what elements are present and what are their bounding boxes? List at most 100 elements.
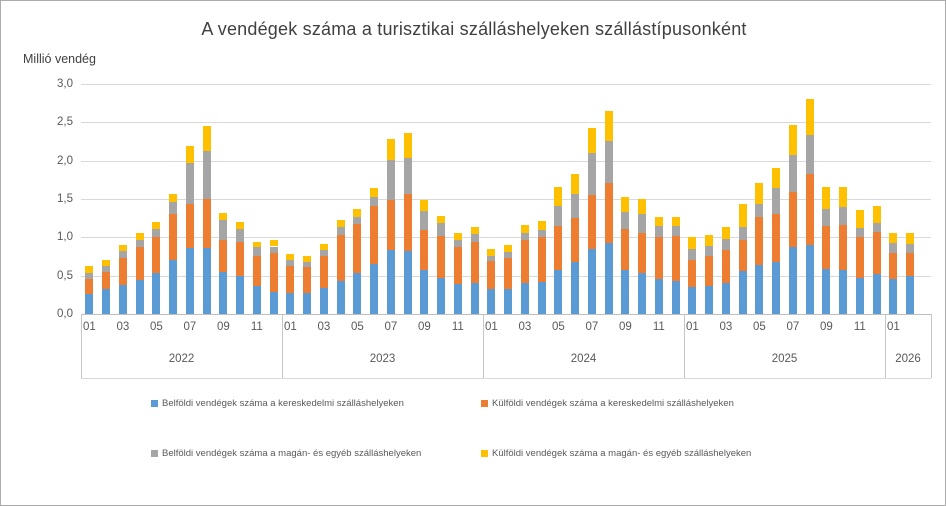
bar-segment-blue (386, 250, 395, 314)
bar-segment-yellow (638, 198, 647, 214)
x-axis-group-separator (81, 314, 82, 378)
bar-segment-orange (135, 247, 144, 281)
bar-segment-blue (587, 248, 596, 314)
bar-segment-gray (788, 155, 797, 193)
bar-segment-gray (403, 157, 412, 194)
x-axis-month-label: 11 (250, 321, 263, 333)
bar-segment-gray (772, 188, 781, 214)
bar-segment-blue (252, 285, 261, 314)
y-axis-tick-label: 0,5 (57, 269, 73, 282)
bar-segment-gray (370, 196, 379, 206)
x-axis-month-label: 03 (116, 321, 130, 333)
bar-segment-yellow (336, 219, 345, 228)
bar-segment-blue (303, 292, 312, 314)
x-axis-year-label: 2023 (369, 353, 396, 365)
bar-segment-orange (202, 198, 211, 249)
bar-segment-gray (386, 159, 395, 201)
y-axis-unit-label: Millió vendég (23, 52, 96, 66)
x-axis-group-separator (885, 314, 886, 378)
bar-segment-blue (135, 280, 144, 314)
x-axis-year-label: 2026 (895, 353, 921, 365)
bar-segment-gray (185, 162, 194, 205)
bar-segment-gray (202, 150, 211, 199)
legend-item-foreign-commercial: Külföldi vendégek száma a kereskedelmi s… (481, 398, 734, 409)
x-axis-line (81, 314, 931, 315)
bar-segment-gray (621, 211, 630, 229)
bar-segment-yellow (755, 182, 764, 205)
bar-segment-gray (504, 251, 513, 258)
x-axis-month-label: 07 (585, 321, 599, 333)
gridline (81, 83, 931, 85)
bar-segment-orange (403, 193, 412, 252)
y-axis-tick-label: 3,0 (57, 77, 73, 90)
bar-segment-orange (118, 258, 127, 285)
chart-title: A vendégek száma a turisztikai szálláshe… (201, 19, 747, 39)
legend-label: Külföldi vendégek száma a magán- és egyé… (492, 448, 752, 459)
bar-segment-orange (504, 258, 513, 289)
bar-segment-gray (453, 239, 462, 248)
bar-segment-blue (453, 284, 462, 314)
x-axis-month-label: 05 (149, 321, 163, 333)
bar-segment-blue (705, 286, 714, 314)
bar-segment-blue (353, 272, 362, 314)
bar-segment-yellow (403, 132, 412, 158)
x-axis-month-label: 03 (518, 321, 532, 333)
bar-segment-yellow (554, 187, 563, 206)
bar-segment-orange (470, 241, 479, 284)
bar-segment-orange (554, 225, 563, 270)
bar-segment-yellow (822, 186, 831, 209)
bar-segment-gray (487, 255, 496, 262)
x-axis-group-separator (931, 314, 932, 378)
x-axis-month-label: 09 (216, 321, 230, 333)
x-axis-month-label: 05 (752, 321, 766, 333)
bar-segment-blue (788, 247, 797, 314)
x-axis-month-label: 01 (283, 321, 297, 333)
bar-segment-blue (219, 271, 228, 314)
bar-segment-gray (420, 211, 429, 230)
bar-segment-blue (520, 282, 529, 314)
legend-swatch-blue (151, 400, 158, 407)
x-axis-month-label: 09 (819, 321, 833, 333)
bar-segment-orange (520, 240, 529, 283)
bar-segment-orange (889, 252, 898, 280)
bar-segment-yellow (537, 221, 546, 230)
bar-segment-yellow (85, 266, 94, 273)
bar-segment-gray (269, 246, 278, 254)
gridline (81, 237, 931, 239)
x-axis-month-label: 01 (82, 321, 96, 333)
bar-segment-yellow (236, 221, 245, 229)
bar-segment-gray (537, 229, 546, 238)
bar-segment-blue (269, 291, 278, 314)
x-axis-month-label: 11 (652, 321, 665, 333)
bar-segment-yellow (671, 217, 680, 226)
legend-label: Belföldi vendégek száma a kereskedelmi s… (162, 398, 404, 409)
bar-segment-yellow (587, 127, 596, 153)
legend-item-domestic-private: Belföldi vendégek száma a magán- és egyé… (151, 448, 421, 459)
bar-segment-blue (504, 288, 513, 314)
bar-segment-blue (772, 261, 781, 314)
bar-segment-yellow (688, 236, 697, 249)
bar-segment-gray (219, 220, 228, 241)
legend-item-domestic-commercial: Belföldi vendégek száma a kereskedelmi s… (151, 398, 404, 409)
bar-segment-blue (152, 273, 161, 314)
x-axis-label-bottom-border (81, 378, 931, 379)
bar-segment-gray (319, 250, 328, 257)
bar-segment-yellow (303, 256, 312, 262)
bar-segment-blue (554, 269, 563, 314)
bar-segment-yellow (319, 244, 328, 251)
x-axis-month-label: 07 (786, 321, 800, 333)
bar-segment-blue (855, 277, 864, 314)
bar-segment-gray (805, 134, 814, 175)
bar-segment-gray (470, 234, 479, 242)
bar-segment-blue (118, 284, 127, 314)
bar-segment-orange (688, 259, 697, 288)
bar-segment-orange (721, 249, 730, 284)
bar-segment-gray (353, 216, 362, 225)
bar-segment-yellow (269, 240, 278, 247)
bar-segment-gray (872, 222, 881, 232)
bar-segment-blue (638, 273, 647, 314)
bar-segment-blue (604, 243, 613, 314)
bar-segment-orange (386, 200, 395, 251)
bar-segment-yellow (470, 226, 479, 235)
